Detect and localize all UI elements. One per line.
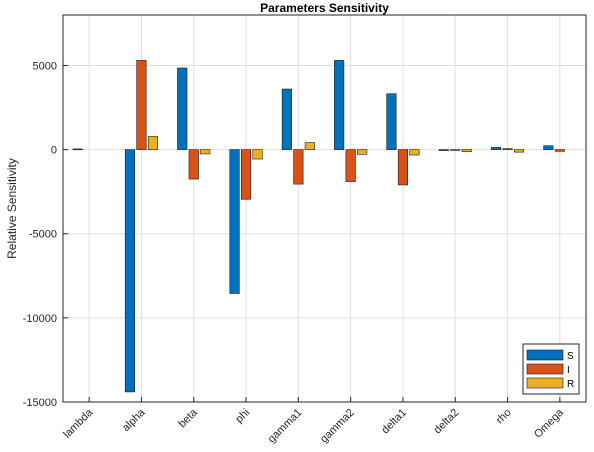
axes-box	[62, 14, 587, 403]
bar-I-phi	[241, 149, 252, 200]
bar-I-delta1	[397, 149, 409, 186]
bar-R-delta1	[409, 149, 420, 156]
bar-S-Omega	[543, 145, 554, 150]
bar-S-delta2	[438, 149, 449, 151]
bar-R-phi	[252, 149, 263, 160]
grid-lines	[63, 15, 586, 403]
bar-S-beta	[177, 67, 188, 150]
bar-R-gamma1	[304, 142, 315, 150]
bar-S-delta1	[386, 93, 397, 150]
bar-I-alpha	[136, 60, 147, 150]
bar-S-rho	[490, 147, 502, 150]
bar-S-gamma1	[281, 88, 292, 150]
y-tick-label: -10000	[23, 313, 57, 325]
bar-R-delta2	[461, 149, 472, 152]
plot-area	[63, 15, 586, 402]
legend-swatch-I	[526, 363, 564, 375]
legend-label-I: I	[567, 365, 570, 376]
bar-R-alpha	[147, 136, 158, 150]
bars	[72, 60, 565, 393]
legend-swatch-R	[526, 377, 564, 389]
y-tick-label: -15000	[23, 397, 57, 409]
bar-S-lambda	[72, 148, 83, 151]
chart-title: Parameters Sensitivity	[260, 1, 389, 15]
bar-S-phi	[229, 149, 240, 294]
bar-I-delta2	[450, 149, 461, 151]
bar-R-rho	[513, 149, 525, 153]
bar-I-gamma1	[293, 149, 304, 185]
bar-R-beta	[200, 149, 211, 155]
y-tick-label: -5000	[29, 229, 57, 241]
y-tick-label: 0	[51, 145, 57, 157]
y-axis-label: Relative Sensitivity	[5, 158, 19, 259]
legend-swatch-S	[526, 349, 564, 361]
legend-label-R: R	[567, 379, 574, 390]
bar-R-gamma2	[357, 149, 368, 155]
legend: SIR	[522, 343, 580, 395]
bar-I-rho	[502, 148, 513, 150]
y-tick-label: 5000	[33, 60, 57, 72]
bar-S-alpha	[124, 149, 135, 393]
bar-I-Omega	[554, 149, 565, 152]
legend-label-S: S	[567, 351, 574, 362]
bar-I-beta	[188, 149, 199, 180]
bar-S-gamma2	[334, 60, 345, 150]
bar-I-gamma2	[345, 149, 356, 182]
